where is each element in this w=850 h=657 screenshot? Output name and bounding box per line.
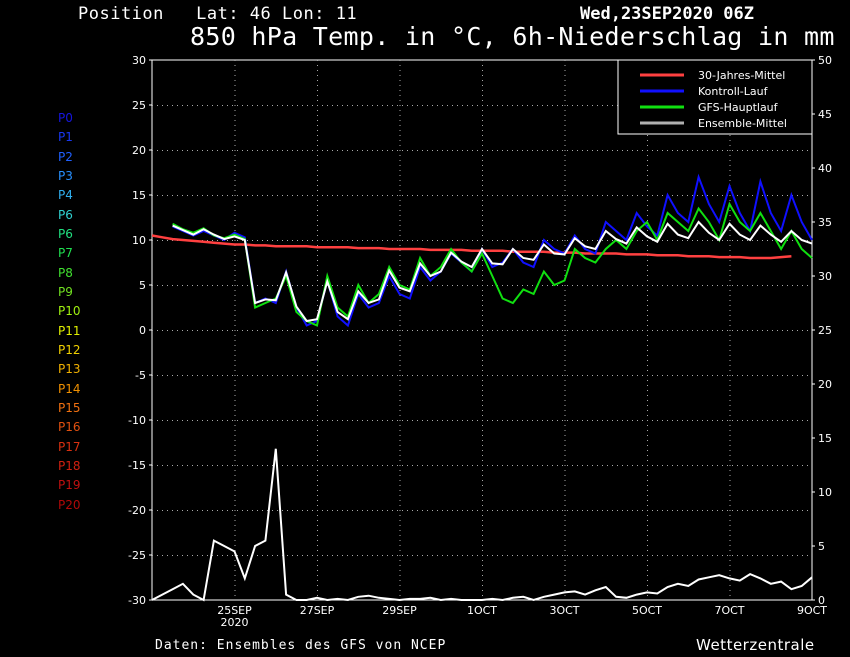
y-left-tick-label: 20 xyxy=(132,144,146,157)
member-label: P1 xyxy=(58,130,73,145)
member-label: P19 xyxy=(58,478,81,493)
y-left-tick-label: 30 xyxy=(132,54,146,67)
ensemble-member-list: P0 P1 P2 P3 P4 P6 P6 P7 P8 P9 P10 P11 P12 P13 P14 P15 P1… xyxy=(58,109,81,515)
member-label: P15 xyxy=(58,400,81,415)
x-tick-label: 25SEP xyxy=(217,604,252,617)
y-right-tick-label: 30 xyxy=(818,270,832,283)
y-right-tick-label: 10 xyxy=(818,486,832,499)
data-source: Daten: Ensembles des GFS von NCEP xyxy=(155,638,447,653)
y-right-tick-label: 45 xyxy=(818,108,832,121)
legend-label: Kontroll-Lauf xyxy=(698,85,769,98)
y-left-tick-label: -15 xyxy=(128,459,146,472)
y-left-tick-label: -10 xyxy=(128,414,146,427)
x-tick-label: 9OCT xyxy=(797,604,827,617)
legend-label: GFS-Hauptlauf xyxy=(698,101,779,114)
member-label: P18 xyxy=(58,458,81,473)
x-tick-label: 7OCT xyxy=(714,604,744,617)
x-tick-label: 29SEP xyxy=(382,604,417,617)
member-label: P3 xyxy=(58,168,73,183)
x-tick-label: 1OCT xyxy=(467,604,497,617)
member-label: P0 xyxy=(58,111,73,125)
member-label: P14 xyxy=(58,381,81,396)
x-tick-label: 3OCT xyxy=(549,604,579,617)
member-label: P13 xyxy=(58,362,81,377)
y-left-tick-label: -25 xyxy=(128,549,146,562)
position-label: Position Lat: 46 Lon: 11 xyxy=(78,4,358,24)
y-right-tick-label: 40 xyxy=(818,162,832,175)
y-right-tick-label: 15 xyxy=(818,432,832,445)
series-line xyxy=(172,220,813,323)
x-tick-label: 27SEP xyxy=(300,604,335,617)
y-right-tick-label: 5 xyxy=(818,540,825,553)
member-label: P9 xyxy=(58,284,73,299)
y-left-tick-label: 25 xyxy=(132,99,146,112)
member-label: P8 xyxy=(58,265,73,280)
member-label: P2 xyxy=(58,149,73,164)
series-line xyxy=(151,448,813,602)
y-left-tick-label: -5 xyxy=(135,369,146,382)
y-left-tick-label: -20 xyxy=(128,504,146,517)
member-label: P10 xyxy=(58,304,81,319)
x-tick-label: 5OCT xyxy=(632,604,662,617)
y-right-tick-label: 50 xyxy=(818,54,832,67)
member-label: P6 xyxy=(58,226,73,241)
member-label: P6 xyxy=(58,207,73,222)
y-left-tick-label: 10 xyxy=(132,234,146,247)
brand-label: Wetterzentrale xyxy=(696,636,815,654)
series-line xyxy=(172,201,813,327)
series-line xyxy=(151,234,792,260)
y-right-tick-label: 0 xyxy=(818,594,825,607)
member-label: P4 xyxy=(58,188,73,203)
member-label: P16 xyxy=(58,420,81,435)
member-label: P20 xyxy=(58,497,81,512)
member-label: P7 xyxy=(58,246,73,261)
y-left-tick-label: 0 xyxy=(139,324,146,337)
y-right-tick-label: 25 xyxy=(818,324,832,337)
y-right-tick-label: 35 xyxy=(818,216,832,229)
x-tick-sublabel: 2020 xyxy=(221,616,249,629)
legend-label: 30-Jahres-Mittel xyxy=(698,69,785,82)
run-datetime: Wed,23SEP2020 06Z xyxy=(580,4,754,24)
member-label: P12 xyxy=(58,342,81,357)
y-left-tick-label: -30 xyxy=(128,594,146,607)
member-label: P11 xyxy=(58,323,81,338)
y-right-tick-label: 20 xyxy=(818,378,832,391)
member-label: P17 xyxy=(58,439,81,454)
y-left-tick-label: 15 xyxy=(132,189,146,202)
legend-label: Ensemble-Mittel xyxy=(698,117,787,130)
chart-title: 850 hPa Temp. in °C, 6h-Niederschlag in … xyxy=(190,22,835,51)
y-left-tick-label: 5 xyxy=(139,279,146,292)
